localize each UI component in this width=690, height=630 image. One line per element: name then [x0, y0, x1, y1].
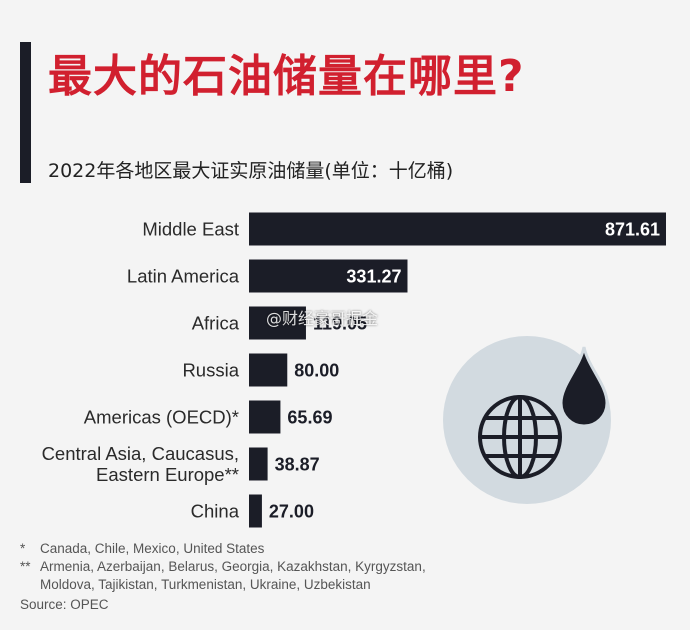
bar [249, 400, 281, 434]
footnote-mark [20, 576, 40, 594]
footnote-2-continued: Moldova, Tajikistan, Turkmenistan, Ukrai… [20, 576, 426, 594]
chart-subtitle: 2022年各地区最大证实原油储量(单位：十亿桶) [48, 160, 454, 182]
chart-title: 最大的石油储量在哪里? [48, 51, 525, 102]
bar-chart: 871.61 Middle East 331.27 Latin America 119.… [42, 212, 666, 528]
footnote-2: ** Armenia, Azerbaijan, Belarus, Georgia… [20, 558, 426, 576]
oil-drop-globe-icon [443, 336, 611, 504]
category-label: Middle East [142, 219, 239, 240]
bar [249, 259, 408, 293]
category-label: Central Asia, Caucasus, [42, 443, 239, 464]
footnote-mark: * [20, 541, 26, 556]
bar [249, 353, 288, 387]
data-label: 80.00 [294, 361, 339, 381]
category-label: Americas (OECD)* [84, 407, 239, 428]
footnote-mark: ** [20, 559, 31, 574]
source-note: Source: OPEC [20, 597, 109, 612]
category-label: Latin America [127, 266, 240, 287]
category-label: Russia [182, 360, 239, 381]
data-label: 65.69 [287, 408, 332, 428]
data-label: 38.87 [275, 455, 320, 475]
bar [249, 306, 306, 340]
footnote-1: * Canada, Chile, Mexico, United States [20, 540, 426, 558]
title-accent-bar [20, 42, 31, 183]
data-label: 871.61 [605, 220, 660, 240]
category-label: Eastern Europe** [96, 464, 239, 485]
data-label: 119.05 [313, 314, 367, 334]
data-label: 331.27 [346, 267, 401, 287]
footnotes: * Canada, Chile, Mexico, United States *… [20, 540, 426, 614]
category-label: Africa [192, 313, 240, 334]
footnote-text: Moldova, Tajikistan, Turkmenistan, Ukrai… [40, 577, 371, 592]
bar [249, 447, 268, 481]
data-label: 27.00 [269, 502, 314, 522]
watermark: @财经豪哥掘金 [266, 309, 379, 328]
bar [249, 494, 262, 528]
footnote-text: Canada, Chile, Mexico, United States [40, 541, 265, 556]
footnote-text: Armenia, Azerbaijan, Belarus, Georgia, K… [40, 559, 426, 574]
category-label: China [191, 501, 240, 522]
bar [249, 212, 666, 246]
